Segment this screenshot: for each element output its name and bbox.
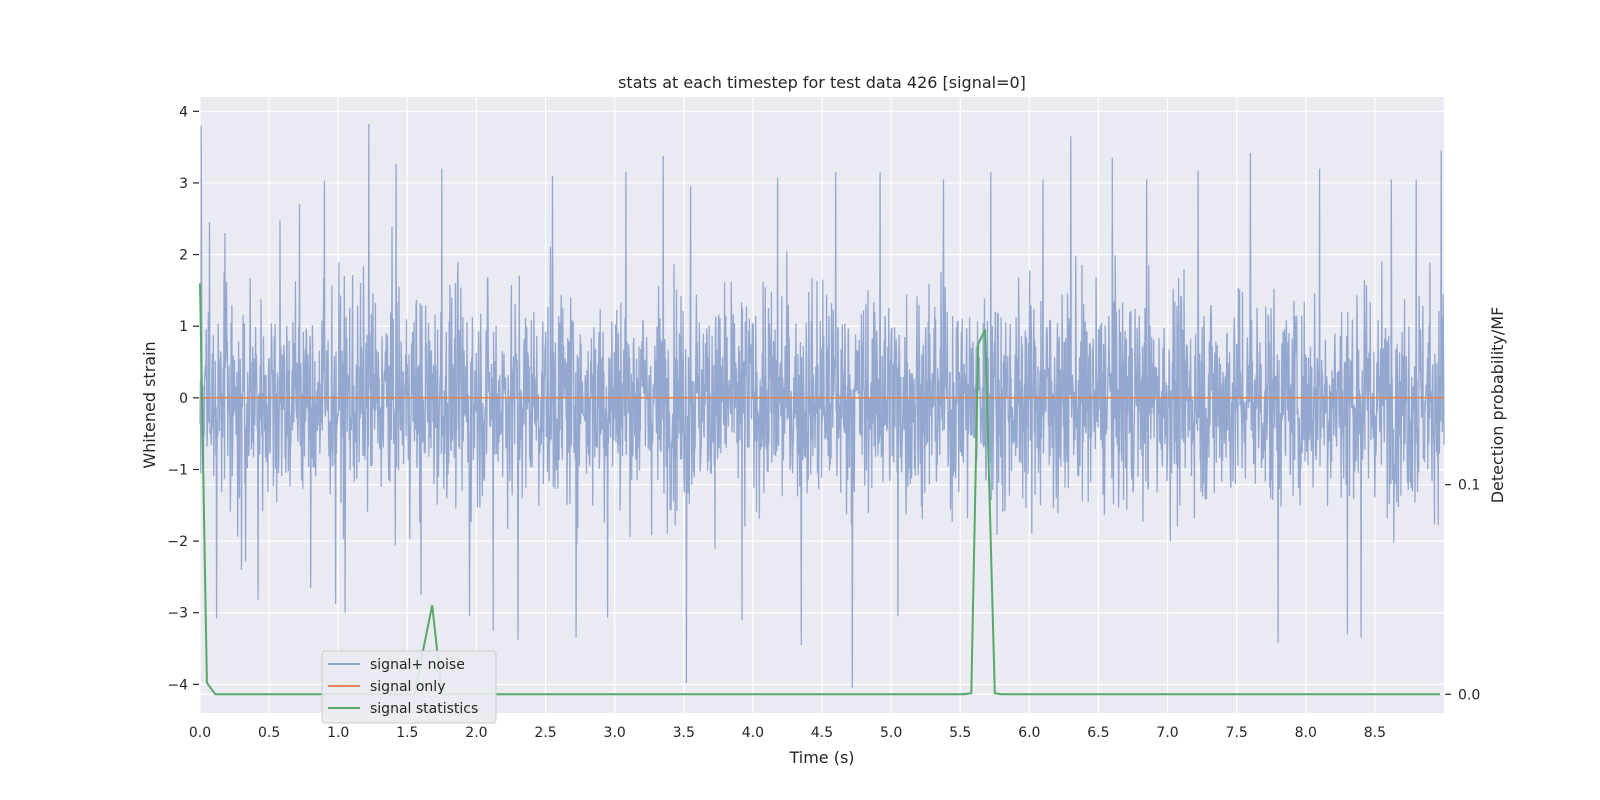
- legend-label-stats: signal statistics: [370, 701, 478, 717]
- y-tick-label: −4: [167, 677, 188, 693]
- x-tick-label: 1.0: [327, 725, 349, 741]
- series-line-signal-noise: [199, 124, 1445, 688]
- x-tick-label: 0.0: [189, 725, 211, 741]
- x-tick-label: 3.5: [673, 725, 695, 741]
- x-tick-label: 8.0: [1295, 725, 1317, 741]
- y-tick-label: 3: [179, 176, 188, 192]
- chart-title: stats at each timestep for test data 426…: [618, 73, 1026, 92]
- legend-label-noise: signal+ noise: [370, 657, 465, 673]
- y-axis-label: Whitened strain: [140, 341, 159, 468]
- y2-axis-label: Detection probability/MF: [1488, 307, 1507, 504]
- x-tick-label: 0.5: [258, 725, 280, 741]
- x-tick-label: 4.5: [811, 725, 833, 741]
- x-tick-label: 6.0: [1018, 725, 1040, 741]
- y2-axis-ticks: 0.1 0.0: [1445, 478, 1480, 703]
- x-axis-label: Time (s): [788, 748, 854, 767]
- series-line-signal-statistics: [199, 283, 1440, 696]
- x-tick-label: 4.0: [742, 725, 764, 741]
- y-tick-label: 1: [179, 319, 188, 335]
- y-tick-label: −1: [167, 462, 188, 478]
- y-tick-label: −3: [167, 606, 188, 622]
- y-tick-label: −2: [167, 534, 188, 550]
- x-tick-label: 3.0: [604, 725, 626, 741]
- x-tick-label: 5.5: [949, 725, 971, 741]
- x-tick-label: 1.5: [396, 725, 418, 741]
- x-tick-label: 8.5: [1364, 725, 1386, 741]
- x-tick-label: 7.5: [1226, 725, 1248, 741]
- y-axis-ticks: 4 3 2 1 0 −1 −2 −3 −4: [167, 104, 199, 693]
- legend-box: [321, 650, 497, 724]
- x-tick-label: 5.0: [880, 725, 902, 741]
- y-tick-label: 2: [179, 248, 188, 264]
- y2-tick-label: 0.0: [1458, 687, 1480, 703]
- x-tick-label: 7.0: [1156, 725, 1178, 741]
- y2-tick-label: 0.1: [1458, 478, 1480, 494]
- x-axis-ticks: 0.0 0.5 1.0 1.5 2.0 2.5 3.0 3.5 4.0 4.5 5.0 5.5 6.0 6…: [189, 725, 1386, 741]
- x-tick-label: 2.5: [534, 725, 556, 741]
- signal-noise-series: [199, 124, 1445, 688]
- legend: signal+ noise signal only signal statist…: [321, 650, 497, 724]
- y-tick-label: 0: [179, 391, 188, 407]
- legend-label-signal: signal only: [370, 679, 445, 695]
- signal-statistics-series: [199, 283, 1440, 696]
- x-tick-label: 6.5: [1087, 725, 1109, 741]
- x-tick-label: 2.0: [465, 725, 487, 741]
- y-tick-label: 4: [179, 104, 188, 120]
